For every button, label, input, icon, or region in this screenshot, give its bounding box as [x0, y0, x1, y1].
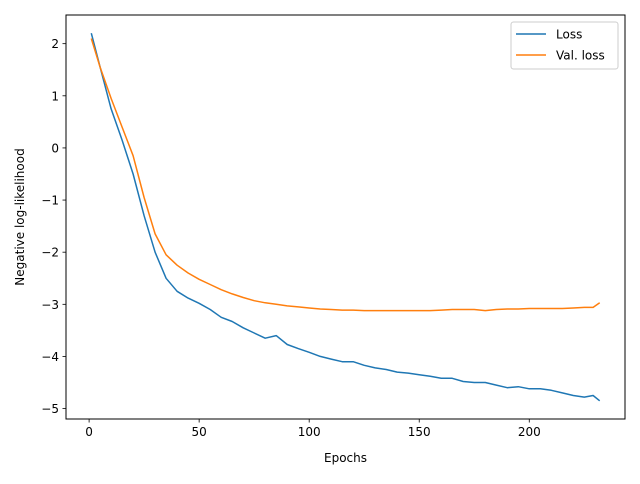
x-tick-label: 50 — [192, 425, 207, 439]
y-axis: −5 −4 −3 −2 −1 0 1 2 — [41, 37, 66, 416]
y-tick-label: −1 — [41, 194, 59, 208]
y-tick-label: −4 — [41, 350, 59, 364]
y-tick-label: −5 — [41, 402, 59, 416]
x-tick-label: 0 — [85, 425, 93, 439]
legend: Loss Val. loss — [510, 21, 619, 70]
y-tick-label: −2 — [41, 246, 59, 260]
y-tick-label: 0 — [51, 141, 59, 155]
y-tick-label: 1 — [51, 89, 59, 103]
x-tick-label: 150 — [408, 425, 431, 439]
x-axis-label: Epochs — [324, 451, 367, 465]
series-line-1 — [90, 38, 601, 312]
x-axis: 0 50 100 150 200 — [85, 419, 541, 439]
legend-label-1: Val. loss — [556, 49, 605, 63]
y-tick-label: −3 — [41, 298, 59, 312]
legend-label-0: Loss — [556, 28, 582, 42]
y-axis-label: Negative log-likelihood — [13, 148, 27, 285]
x-tick-label: 100 — [298, 425, 321, 439]
y-tick-label: 2 — [51, 37, 59, 51]
plot-lines — [90, 33, 601, 402]
series-line-0 — [90, 33, 601, 402]
x-tick-label: 200 — [518, 425, 541, 439]
plot-frame — [65, 14, 626, 420]
